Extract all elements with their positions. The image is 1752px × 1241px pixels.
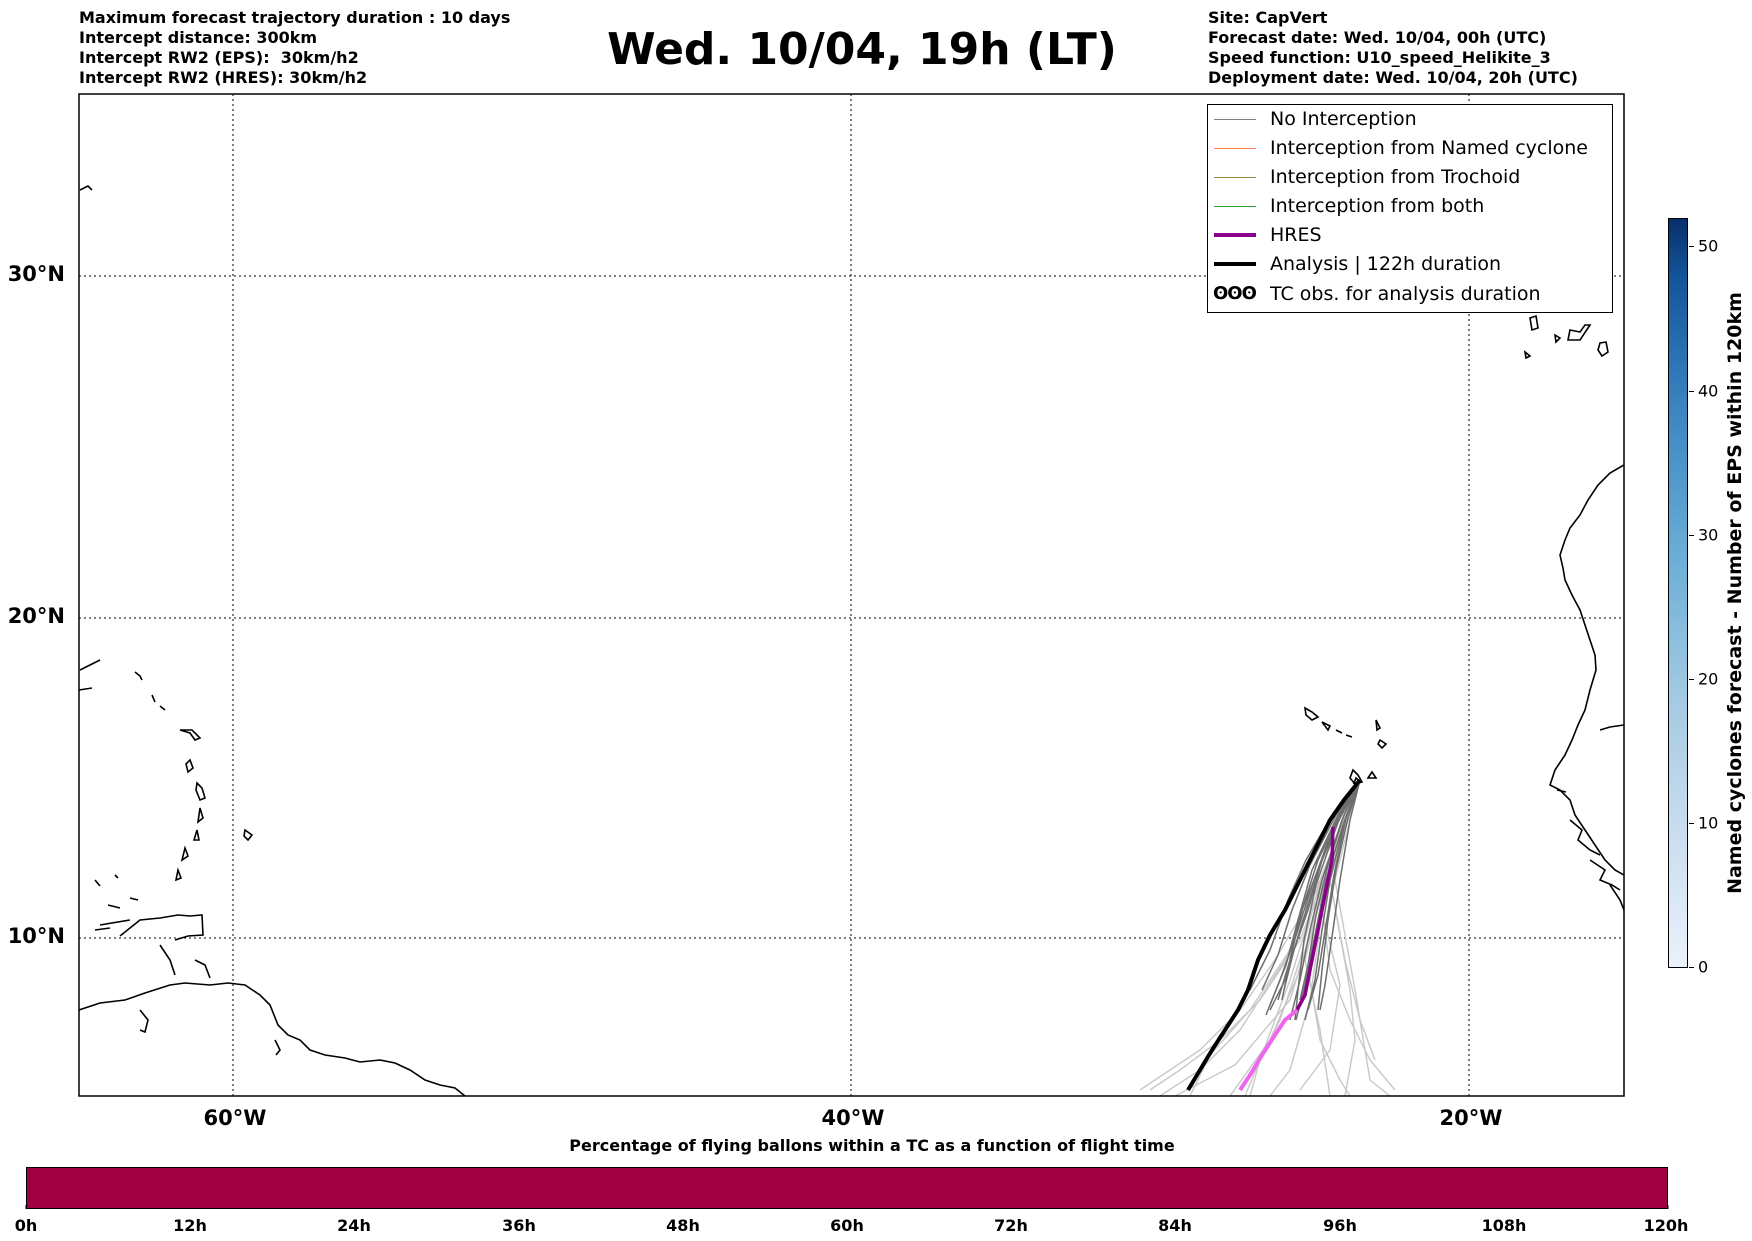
tc-symbol-icon: ʘʘʘ: [1213, 283, 1257, 304]
lon-label-20w: 20°W: [1439, 1106, 1503, 1130]
lat-label-10n: 10°N: [7, 924, 65, 948]
time-tick-label: 12h: [173, 1216, 207, 1235]
legend-swatch: [1214, 233, 1256, 237]
site-text: Site: CapVert: [1208, 8, 1328, 27]
legend-label: Interception from both: [1270, 195, 1485, 217]
legend-item-no-interception: No Interception: [1208, 105, 1612, 134]
flight-time-bar: [26, 1167, 1668, 1209]
forecast-date-text: Forecast date: Wed. 10/04, 00h (UTC): [1208, 28, 1547, 47]
lat-label-20n: 20°N: [7, 604, 65, 628]
colorbar-label: 30: [1698, 525, 1719, 545]
colorbar-tick: [1689, 246, 1694, 247]
intercept-hres-text: Intercept RW2 (HRES): 30km/h2: [79, 68, 368, 87]
colorbar-label: 20: [1698, 669, 1719, 689]
bottom-bar-title: Percentage of flying ballons within a TC…: [569, 1136, 1175, 1155]
forecast-info: Site: CapVert Forecast date: Wed. 10/04,…: [1208, 8, 1578, 88]
legend-item-hres: HRES: [1208, 221, 1612, 250]
legend-item-named-cyclone: Interception from Named cyclone: [1208, 134, 1612, 163]
legend-label: Interception from Trochoid: [1270, 166, 1521, 188]
deployment-date-text: Deployment date: Wed. 10/04, 20h (UTC): [1208, 68, 1578, 87]
colorbar-label: 40: [1698, 381, 1719, 401]
time-tick-label: 48h: [666, 1216, 700, 1235]
colorbar-title: Named cyclones forecast - Number of EPS …: [1724, 292, 1746, 894]
colorbar-tick: [1689, 823, 1694, 824]
trajectories: [1139, 778, 1396, 1096]
legend-swatch: [1214, 262, 1256, 266]
intercept-distance-text: Intercept distance: 300km: [79, 28, 318, 47]
page-title: Wed. 10/04, 19h (LT): [607, 24, 1117, 75]
colorbar-label: 0: [1698, 957, 1709, 977]
max-duration-text: Maximum forecast trajectory duration : 1…: [79, 8, 511, 27]
hres-trajectory-late: [1238, 1008, 1299, 1092]
legend-item-analysis: Analysis | 122h duration: [1208, 250, 1612, 279]
time-tick-label: 84h: [1158, 1216, 1192, 1235]
legend-label: Analysis | 122h duration: [1270, 253, 1502, 275]
time-tick-label: 108h: [1481, 1216, 1527, 1235]
time-tick-label: 60h: [830, 1216, 864, 1235]
colorbar-label: 50: [1698, 236, 1719, 256]
legend-swatch: [1214, 119, 1256, 120]
time-tick-label: 72h: [994, 1216, 1028, 1235]
time-tick-label: 120h: [1643, 1216, 1689, 1235]
colorbar: [1668, 218, 1688, 968]
legend-swatch: [1214, 206, 1256, 207]
colorbar-tick: [1689, 535, 1694, 536]
coastlines: [79, 185, 1624, 1096]
legend-item-tc-obs: ʘʘʘ TC obs. for analysis duration: [1208, 280, 1612, 309]
legend-item-trochoid: Interception from Trochoid: [1208, 163, 1612, 192]
map-legend: No Interception Interception from Named …: [1207, 104, 1613, 313]
legend-label: TC obs. for analysis duration: [1270, 283, 1541, 305]
intercept-eps-text: Intercept RW2 (EPS): 30km/h2: [79, 48, 359, 67]
legend-swatch: [1214, 177, 1256, 178]
legend-item-both: Interception from both: [1208, 192, 1612, 221]
colorbar-tick: [1689, 391, 1694, 392]
colorbar-tick: [1689, 679, 1694, 680]
run-parameters: Maximum forecast trajectory duration : 1…: [79, 8, 510, 88]
lon-label-60w: 60°W: [203, 1106, 267, 1130]
map-frame: [78, 93, 1625, 1097]
legend-label: Interception from Named cyclone: [1270, 137, 1588, 159]
lon-label-40w: 40°W: [821, 1106, 885, 1130]
time-tick-label: 24h: [337, 1216, 371, 1235]
speed-function-text: Speed function: U10_speed_Helikite_3: [1208, 48, 1551, 67]
time-tick-label: 36h: [502, 1216, 536, 1235]
legend-label: HRES: [1270, 224, 1322, 246]
lat-label-30n: 30°N: [7, 262, 65, 286]
eps-trajectories: [1249, 779, 1361, 1021]
colorbar-label: 10: [1698, 813, 1719, 833]
hres-trajectory: [1295, 826, 1335, 1011]
time-tick-label: 96h: [1323, 1216, 1357, 1235]
analysis-trajectory: [1186, 778, 1362, 1092]
colorbar-tick: [1689, 967, 1694, 968]
time-tick-label: 0h: [14, 1216, 38, 1235]
legend-label: No Interception: [1270, 108, 1417, 130]
legend-swatch: [1214, 148, 1256, 149]
